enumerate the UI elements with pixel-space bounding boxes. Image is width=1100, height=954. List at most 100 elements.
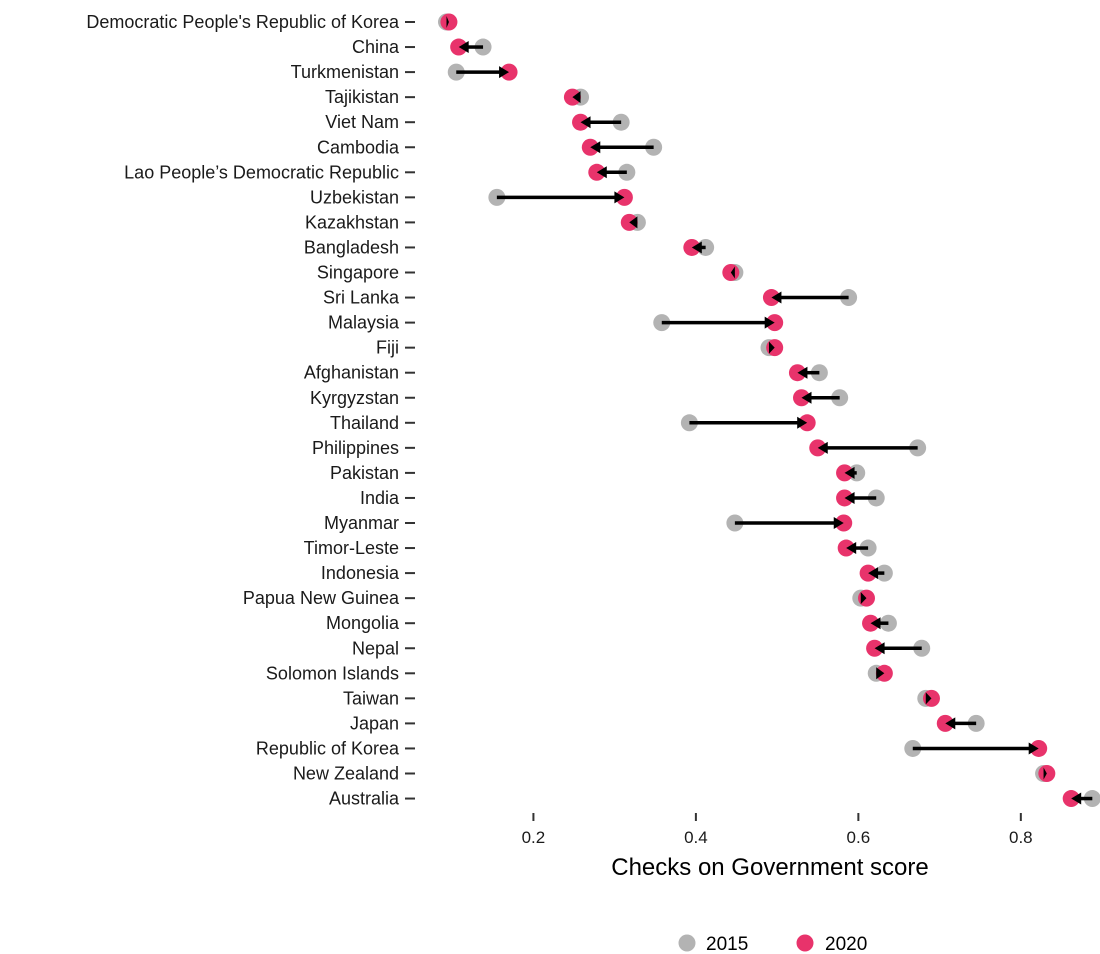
change-arrow-head	[691, 241, 702, 254]
country-row: Sri Lanka	[323, 288, 858, 308]
legend-marker-2015	[678, 934, 696, 952]
change-arrow-head	[1071, 792, 1082, 805]
country-label: Kazakhstan	[305, 212, 399, 232]
country-row: Kyrgyzstan	[310, 388, 849, 408]
country-row: Myanmar	[324, 513, 853, 533]
country-row: Afghanistan	[304, 363, 828, 383]
country-label: Afghanistan	[304, 363, 399, 383]
country-row: India	[360, 488, 885, 508]
change-arrow-head	[1028, 742, 1039, 755]
change-arrow-head	[730, 266, 735, 279]
country-label: Mongolia	[326, 613, 400, 633]
country-label: Indonesia	[321, 563, 400, 583]
change-arrow-head	[580, 116, 591, 129]
country-label: Uzbekistan	[310, 187, 399, 207]
change-arrow-head	[844, 466, 855, 479]
country-row: China	[352, 37, 492, 57]
country-label: Sri Lanka	[323, 288, 400, 308]
country-row: Bangladesh	[304, 237, 715, 257]
change-arrow-head	[801, 391, 812, 404]
change-arrow-head	[868, 567, 879, 580]
country-row: Democratic People's Republic of Korea	[86, 12, 458, 32]
country-row: Singapore	[317, 263, 744, 283]
country-row: Timor-Leste	[304, 538, 877, 558]
country-label: Myanmar	[324, 513, 399, 533]
change-arrow-head	[771, 291, 782, 304]
change-arrow-head	[876, 667, 885, 680]
country-label: Pakistan	[330, 463, 399, 483]
country-label: China	[352, 37, 400, 57]
country-label: Papua New Guinea	[243, 588, 400, 608]
country-label: Philippines	[312, 438, 399, 458]
country-row: Lao People’s Democratic Republic	[124, 162, 636, 182]
country-row: Viet Nam	[325, 112, 630, 132]
country-row: Kazakhstan	[305, 212, 646, 232]
change-arrow-head	[797, 366, 808, 379]
country-row: Tajikistan	[325, 87, 590, 107]
country-row: Mongolia	[326, 613, 897, 633]
country-label: Taiwan	[343, 688, 399, 708]
country-label: Cambodia	[317, 137, 400, 157]
country-row: Thailand	[330, 413, 816, 433]
change-arrow-head	[590, 141, 601, 154]
country-row: Japan	[350, 713, 985, 733]
country-row: Cambodia	[317, 137, 663, 157]
x-axis-title: Checks on Government score	[611, 854, 928, 881]
country-label: New Zealand	[293, 764, 399, 784]
change-arrow-head	[844, 491, 855, 504]
country-row: Malaysia	[328, 313, 784, 333]
country-row: Nepal	[352, 638, 931, 658]
country-label: Timor-Leste	[304, 538, 399, 558]
country-label: Nepal	[352, 638, 399, 658]
change-arrow-head	[945, 717, 956, 730]
change-arrow-head	[499, 66, 510, 79]
country-label: Malaysia	[328, 313, 400, 333]
change-arrow-head	[833, 517, 844, 529]
change-arrow-head	[764, 316, 775, 329]
country-row: Republic of Korea	[256, 738, 1048, 758]
x-tick-label: 0.6	[847, 828, 871, 847]
country-row: Taiwan	[343, 688, 940, 708]
change-arrow-head	[925, 692, 932, 705]
change-arrow-head	[797, 416, 808, 429]
country-label: Thailand	[330, 413, 399, 433]
change-arrow-head	[860, 592, 867, 605]
x-tick-label: 0.4	[684, 828, 708, 847]
country-label: Solomon Islands	[266, 663, 399, 683]
legend-label-2020: 2020	[825, 934, 867, 954]
chart-rows: Democratic People's Republic of Korea Chi…	[86, 12, 1100, 809]
country-label: Japan	[350, 713, 399, 733]
country-label: Democratic People's Republic of Korea	[86, 12, 400, 32]
change-arrow-head	[596, 166, 607, 179]
legend: 2015 2020	[678, 934, 867, 954]
country-label: Australia	[329, 789, 400, 809]
country-label: Tajikistan	[325, 87, 399, 107]
change-arrow-head	[572, 91, 581, 104]
country-label: Bangladesh	[304, 237, 399, 257]
country-row: Uzbekistan	[310, 187, 633, 207]
country-label: Fiji	[376, 338, 399, 358]
country-row: Fiji	[376, 338, 784, 358]
country-label: Viet Nam	[325, 112, 399, 132]
x-axis: 0.2 0.4 0.6 0.8	[522, 813, 1033, 847]
change-arrow-head	[769, 341, 775, 354]
country-row: Australia	[329, 789, 1100, 809]
country-row: New Zealand	[293, 764, 1056, 784]
country-label: Singapore	[317, 263, 399, 283]
legend-label-2015: 2015	[706, 934, 748, 954]
country-row: Philippines	[312, 438, 927, 458]
country-label: Kyrgyzstan	[310, 388, 399, 408]
legend-marker-2020	[796, 934, 814, 952]
change-arrow-head	[846, 542, 857, 555]
change-arrow-head	[629, 216, 638, 229]
country-label: Republic of Korea	[256, 738, 400, 758]
change-arrow-head	[458, 41, 469, 54]
country-row: Turkmenistan	[291, 62, 518, 82]
change-arrow-head	[870, 617, 881, 630]
x-tick-label: 0.8	[1009, 828, 1033, 847]
country-label: Turkmenistan	[291, 62, 399, 82]
change-arrow-head	[874, 642, 885, 655]
country-label: Lao People’s Democratic Republic	[124, 162, 399, 182]
x-tick-label: 0.2	[522, 828, 546, 847]
